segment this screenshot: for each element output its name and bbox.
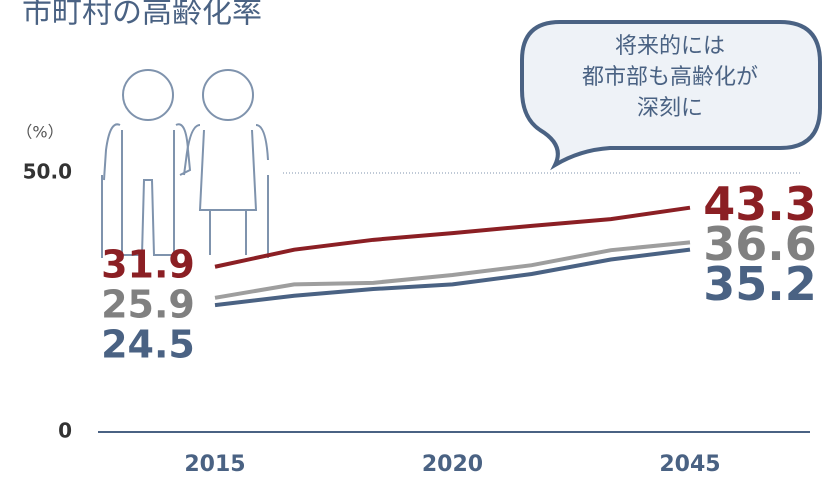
data-label: 24.5 [101, 322, 195, 366]
callout: 将来的には 都市部も高齢化が 深刻に [522, 22, 820, 165]
callout-text: 都市部も高齢化が [582, 65, 758, 90]
data-label: 31.9 [101, 242, 195, 286]
x-tick-label: 2020 [422, 452, 483, 477]
chart: 市町村の高齢化率 （%） 将来的には 都市部も高齢化が 深刻に 0 50.0 201… [0, 0, 828, 478]
data-label: 25.9 [101, 282, 195, 326]
callout-text: 将来的には [615, 34, 725, 59]
y-tick-label: 50.0 [23, 160, 72, 184]
line [215, 250, 690, 305]
elderly-icon [102, 70, 268, 258]
y-tick-label: 0 [58, 419, 72, 443]
data-label: 35.2 [703, 257, 817, 311]
x-tick-label: 2015 [184, 452, 245, 477]
y-unit: （%） [16, 123, 63, 142]
callout-text: 深刻に [637, 96, 703, 121]
x-tick-label: 2045 [659, 452, 720, 477]
chart-title: 市町村の高齢化率 [22, 0, 262, 31]
